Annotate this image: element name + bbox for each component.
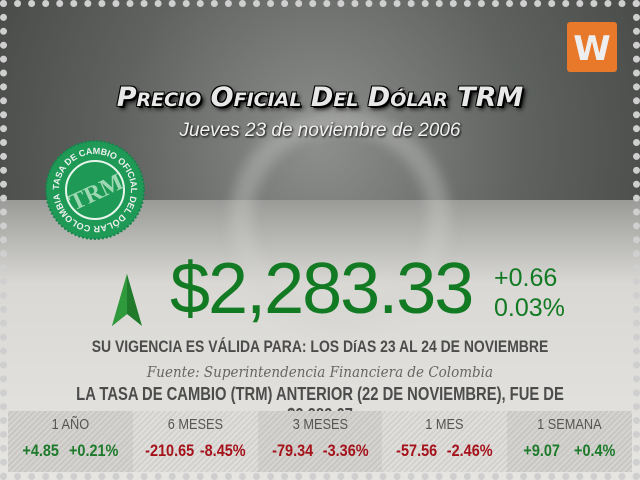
trm-stamp: TASA DE CAMBIO OFICIAL DEL DÓLAR COLOMBI… bbox=[45, 140, 145, 240]
trm-change-percent: 0.03% bbox=[494, 294, 565, 322]
period-label: 6 MESES bbox=[167, 416, 223, 433]
period-column: 6 MESES -210.65 -8.45% bbox=[132, 411, 258, 472]
trm-price: $2,283.33 bbox=[170, 249, 474, 329]
period-change-percent: -2.46% bbox=[447, 441, 493, 460]
period-change-percent: +0.4% bbox=[574, 441, 616, 460]
period-column: 1 MES -57.56 -2.46% bbox=[382, 411, 508, 472]
period-label: 1 SEMANA bbox=[537, 416, 602, 433]
period-column: 1 AÑO +4.85 +0.21% bbox=[8, 411, 133, 472]
period-label: 1 MES bbox=[425, 416, 464, 433]
period-change: -210.65 bbox=[144, 441, 194, 460]
period-column: 3 MESES -79.34 -3.36% bbox=[257, 411, 383, 472]
trm-change: +0.66 bbox=[494, 264, 558, 292]
period-change-percent: -3.36% bbox=[322, 441, 369, 460]
date-label: Jueves 23 de noviembre de 2006 bbox=[179, 120, 461, 141]
arrow-up-icon bbox=[112, 274, 142, 326]
period-label: 3 MESES bbox=[292, 416, 348, 433]
period-change-percent: -8.45% bbox=[199, 441, 246, 460]
page-title: Precio Oficial Del Dólar TRM bbox=[116, 82, 524, 113]
period-label: 1 AÑO bbox=[51, 416, 90, 433]
brand-logo[interactable]: W bbox=[567, 22, 617, 72]
source-text: Fuente: Superintendencia Financiera de C… bbox=[146, 363, 494, 381]
period-change: -79.34 bbox=[271, 441, 313, 460]
period-changes-table: 1 AÑO +4.85 +0.21% 6 MESES -210.65 -8.45%… bbox=[8, 411, 632, 472]
period-change: +4.85 bbox=[22, 441, 59, 460]
validity-text: SU VIGENCIA ES VÁLIDA PARA: LOS DíAS 23 … bbox=[91, 337, 549, 356]
period-change-percent: +0.21% bbox=[68, 441, 119, 460]
period-change: +9.07 bbox=[523, 441, 561, 460]
period-change: -57.56 bbox=[396, 441, 438, 460]
period-column: 1 SEMANA +9.07 +0.4% bbox=[507, 411, 632, 472]
